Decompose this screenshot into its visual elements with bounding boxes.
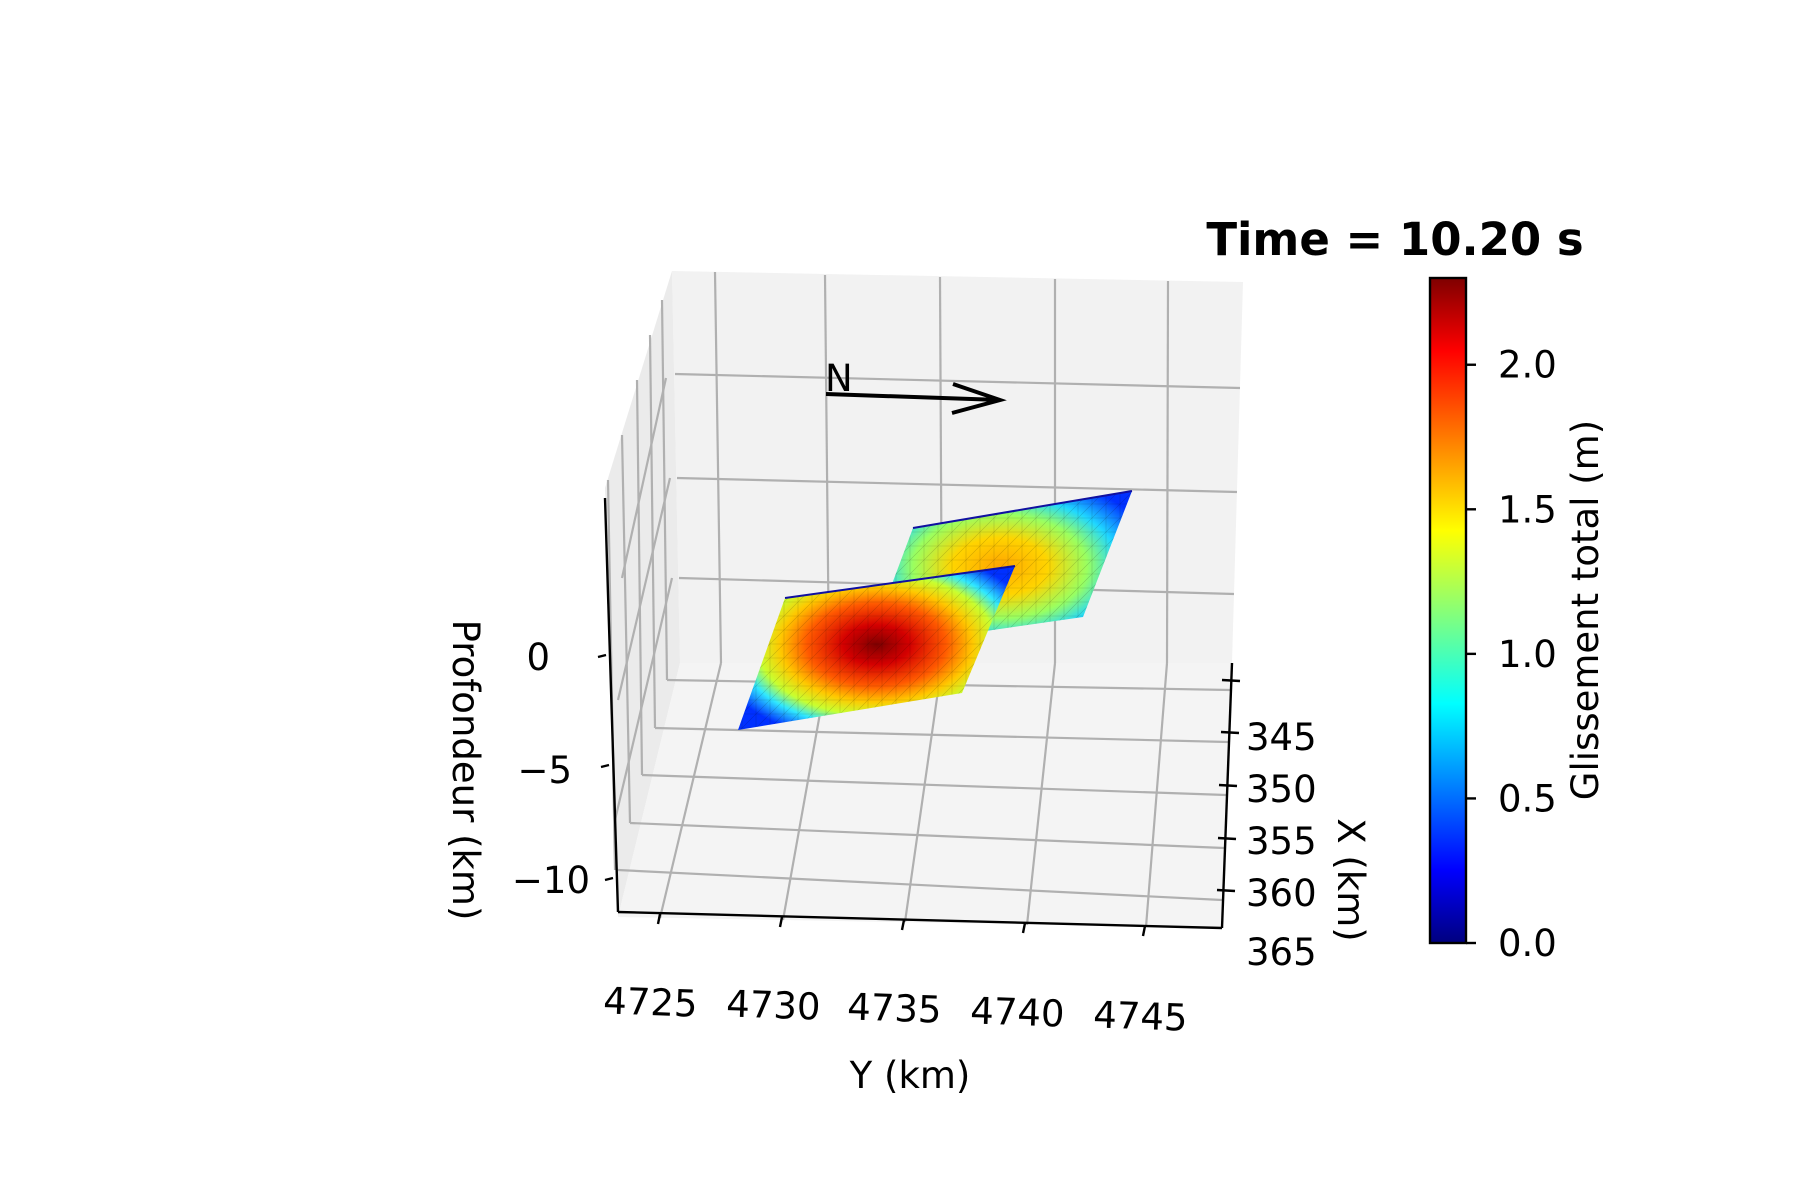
x-tick-labels: 345 350 355 360 365 <box>1246 716 1317 974</box>
colorbar-tick-label: 1.0 <box>1498 633 1557 676</box>
z-tick-label: −5 <box>517 749 572 792</box>
z-tick-label: 0 <box>526 636 550 679</box>
colorbar-tick-label: 0.0 <box>1498 922 1557 965</box>
y-axis-line <box>617 910 1223 930</box>
x-tick-label: 355 <box>1246 820 1317 863</box>
z-tick-label: −10 <box>512 859 590 902</box>
axis-spines <box>597 497 1241 937</box>
x-tick-label: 365 <box>1246 931 1317 974</box>
axes-panes <box>605 271 1243 928</box>
colorbar-tick-label: 1.5 <box>1498 488 1557 531</box>
north-label: N <box>825 357 853 400</box>
chart-title: Time = 10.20 s <box>1206 213 1583 266</box>
colorbar-tick-label: 2.0 <box>1498 344 1557 387</box>
colorbar-gradient <box>1428 276 1468 945</box>
z-axis-label: Profondeur (km) <box>444 620 487 921</box>
y-tick-label: 4745 <box>1093 993 1189 1039</box>
y-tick-label: 4730 <box>726 982 822 1028</box>
north-arrow: N <box>825 357 1007 415</box>
colorbar-ticks: 0.0 0.5 1.0 1.5 2.0 <box>1466 344 1557 965</box>
y-tick-label: 4725 <box>603 979 699 1025</box>
floor-pane <box>618 663 1232 928</box>
x-tick-label: 345 <box>1246 716 1317 759</box>
x-axis-label: X (km) <box>1329 818 1372 941</box>
y-tick-labels: 4725 4730 4735 4740 4745 <box>603 979 1189 1039</box>
colorbar: 0.0 0.5 1.0 1.5 2.0 Glissement total (m) <box>1428 276 1607 965</box>
y-tick-label: 4740 <box>970 989 1066 1035</box>
x-tick-label: 360 <box>1246 872 1317 915</box>
x-axis-line <box>1220 662 1234 929</box>
y-tick-label: 4735 <box>847 985 943 1031</box>
z-tick-labels: 0 −5 −10 <box>512 636 590 902</box>
z-axis-line <box>603 497 620 913</box>
x-tick-label: 350 <box>1246 768 1317 811</box>
colorbar-tick-label: 0.5 <box>1498 777 1557 820</box>
colorbar-label: Glissement total (m) <box>1564 420 1607 800</box>
fault-surfaces <box>738 490 1133 730</box>
grid <box>606 271 1241 928</box>
y-axis-label: Y (km) <box>849 1054 971 1097</box>
